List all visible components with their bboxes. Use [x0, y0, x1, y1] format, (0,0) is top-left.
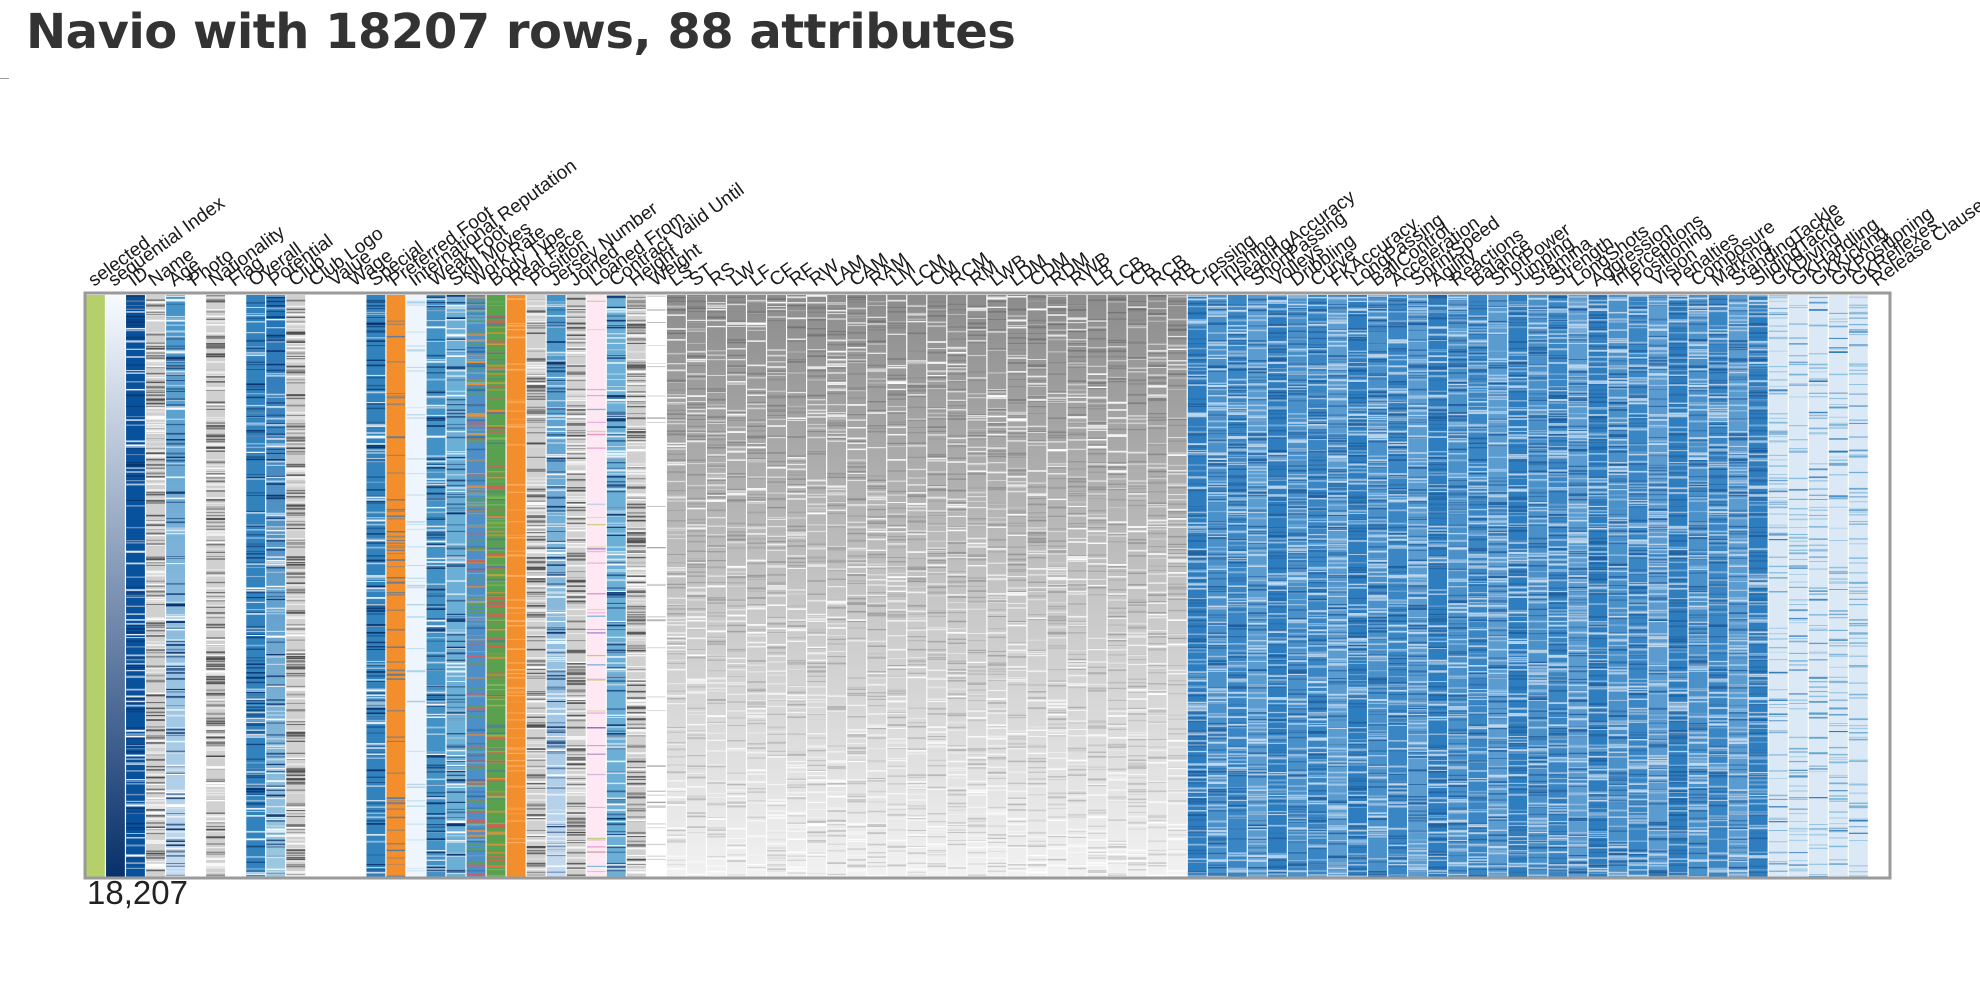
column-age[interactable] — [166, 295, 185, 877]
column-cb[interactable] — [1127, 295, 1147, 877]
column-photo[interactable] — [186, 295, 205, 877]
column-longshots[interactable] — [1568, 295, 1588, 877]
column-dribbling[interactable] — [1288, 295, 1307, 877]
column-gkpositioning[interactable] — [1828, 295, 1848, 877]
column-agility[interactable] — [1428, 295, 1448, 877]
column-jumping[interactable] — [1508, 295, 1528, 878]
column-work-rate[interactable] — [466, 295, 486, 879]
column-lm[interactable] — [887, 295, 907, 877]
column-rm[interactable] — [967, 295, 987, 877]
column-international-reputation[interactable] — [406, 295, 426, 877]
column-special[interactable] — [366, 295, 386, 877]
column-ls[interactable] — [666, 295, 686, 877]
column-overall[interactable] — [246, 295, 266, 878]
column-rs[interactable] — [707, 295, 726, 879]
column-lam[interactable] — [827, 295, 847, 877]
column-jersey-number[interactable] — [546, 295, 566, 877]
column-height[interactable] — [626, 295, 646, 877]
column-weak-foot[interactable] — [426, 295, 446, 877]
column-cf[interactable] — [767, 295, 786, 877]
row-count-label: 18,207 — [87, 874, 188, 911]
column-gkkicking[interactable] — [1808, 295, 1828, 878]
attribute-columns-layer — [86, 295, 1888, 879]
column-selected[interactable] — [86, 295, 105, 877]
column-volleys[interactable] — [1267, 295, 1287, 877]
column-id[interactable] — [126, 295, 145, 877]
column-club[interactable] — [286, 295, 306, 878]
column-marking[interactable] — [1708, 295, 1728, 877]
column-rwb[interactable] — [1067, 295, 1087, 879]
column-strength[interactable] — [1548, 295, 1568, 879]
column-balance[interactable] — [1468, 295, 1488, 879]
column-flag[interactable] — [226, 295, 246, 877]
column-joined[interactable] — [566, 295, 586, 877]
column-headingaccuracy[interactable] — [1227, 295, 1247, 877]
column-nationality[interactable] — [206, 295, 226, 877]
column-lf[interactable] — [747, 295, 766, 877]
column-acceleration[interactable] — [1388, 295, 1407, 879]
column-ldm[interactable] — [1007, 295, 1027, 879]
column-wage[interactable] — [346, 295, 366, 877]
column-reactions[interactable] — [1448, 295, 1468, 879]
column-slidingtackle[interactable] — [1748, 295, 1768, 877]
column-lb[interactable] — [1087, 295, 1107, 878]
column-composure[interactable] — [1688, 295, 1708, 879]
column-lcb[interactable] — [1107, 295, 1127, 877]
column-weight[interactable] — [646, 295, 666, 877]
column-ram[interactable] — [867, 295, 887, 879]
column-value[interactable] — [326, 295, 346, 877]
column-loaned-from[interactable] — [586, 295, 606, 877]
column-sprintspeed[interactable] — [1408, 295, 1428, 877]
column-gkreflexes[interactable] — [1848, 295, 1868, 877]
column-contract-valid-until[interactable] — [606, 295, 626, 879]
column-rf[interactable] — [787, 295, 806, 877]
column-ballcontrol[interactable] — [1368, 295, 1387, 878]
column-position[interactable] — [526, 295, 546, 878]
navio-frame — [83, 291, 1892, 880]
column-aggression[interactable] — [1588, 295, 1608, 879]
column-rcm[interactable] — [947, 295, 967, 877]
column-body-type[interactable] — [486, 295, 506, 877]
column-gkhandling[interactable] — [1788, 295, 1808, 877]
column-stamina[interactable] — [1528, 295, 1548, 877]
column-cdm[interactable] — [1027, 295, 1047, 877]
column-curve[interactable] — [1308, 295, 1327, 879]
left-edge-tick — [0, 78, 9, 79]
column-potential[interactable] — [266, 295, 286, 877]
column-lw[interactable] — [727, 295, 746, 877]
column-name[interactable] — [146, 295, 165, 877]
column-real-face[interactable] — [506, 295, 526, 877]
column-fkaccuracy[interactable] — [1328, 295, 1347, 877]
column-lwb[interactable] — [987, 295, 1007, 877]
column-st[interactable] — [687, 295, 706, 877]
column-club-logo[interactable] — [306, 295, 326, 877]
column-rb[interactable] — [1167, 295, 1187, 877]
column-skill-moves[interactable] — [446, 295, 466, 877]
column-lcm[interactable] — [907, 295, 927, 878]
column-shortpassing[interactable] — [1247, 295, 1267, 879]
column-interceptions[interactable] — [1608, 295, 1628, 877]
column-shotpower[interactable] — [1488, 295, 1508, 878]
page-title: Navio with 18207 rows, 88 attributes — [26, 4, 1016, 60]
column-standingtackle[interactable] — [1728, 295, 1748, 879]
column-positioning[interactable] — [1628, 295, 1648, 877]
column-longpassing[interactable] — [1348, 295, 1367, 877]
column-crossing[interactable] — [1187, 295, 1207, 877]
column-sequential-index[interactable] — [106, 295, 125, 877]
column-finishing[interactable] — [1207, 295, 1227, 879]
column-rcb[interactable] — [1147, 295, 1167, 877]
column-release-clause[interactable] — [1868, 295, 1888, 877]
column-vision[interactable] — [1648, 295, 1668, 877]
column-gkdiving[interactable] — [1768, 295, 1788, 877]
column-rw[interactable] — [807, 295, 827, 877]
column-preferred-foot[interactable] — [386, 295, 406, 878]
column-penalties[interactable] — [1668, 295, 1688, 877]
column-cm[interactable] — [927, 295, 947, 877]
column-rdm[interactable] — [1047, 295, 1067, 877]
column-cam[interactable] — [847, 295, 867, 878]
